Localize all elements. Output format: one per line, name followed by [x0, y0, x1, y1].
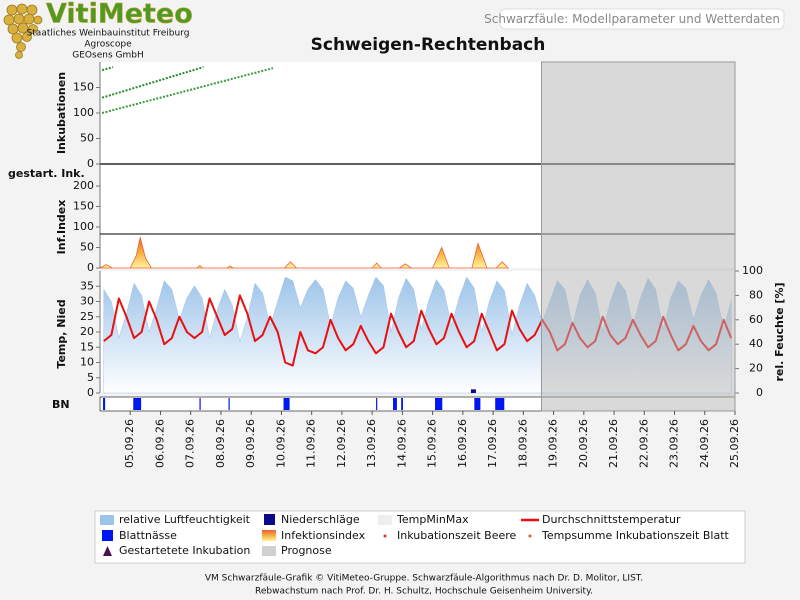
x-tick-label: 17.09.26	[486, 419, 499, 468]
forecast-overlay	[540, 61, 736, 412]
y2-tick-label: 40	[749, 337, 763, 350]
y-tick-label: 0	[87, 386, 94, 399]
y-axis-label: Inf.Index	[55, 200, 68, 255]
y-tick-label: 100	[73, 106, 94, 119]
y-axis-label: Inkubationen	[55, 72, 68, 154]
leaf-wetness	[376, 398, 378, 410]
x-tick-label: 22.09.26	[637, 419, 650, 468]
y-tick-label: 5	[87, 371, 94, 384]
x-tick-label: 19.09.26	[547, 419, 560, 468]
x-tick-label: 25.09.26	[728, 419, 741, 468]
x-tick-label: 05.09.26	[123, 419, 136, 468]
x-tick-label: 12.09.26	[335, 419, 348, 468]
org-name: GEOsens GmbH	[72, 51, 143, 61]
legend-swatch	[378, 515, 392, 525]
leaf-wetness	[103, 398, 106, 410]
x-tick-label: 21.09.26	[607, 419, 620, 468]
incubation-line	[101, 67, 274, 114]
legend-swatch	[528, 534, 532, 538]
y-tick-label: 150	[73, 200, 94, 213]
x-tick-label: 07.09.26	[184, 419, 197, 468]
legend-label: Blattnässe	[119, 529, 177, 542]
leaf-wetness	[393, 398, 397, 410]
legend-label: TempMinMax	[396, 513, 469, 526]
y-tick-label: 35	[80, 279, 94, 292]
x-tick-label: 14.09.26	[395, 419, 408, 468]
leaf-wetness	[495, 398, 505, 410]
bn-label: BN	[52, 398, 70, 411]
footer: VM Schwarzfäule-Grafik © VitiMeteo-Grupp…	[205, 574, 643, 584]
footer: Rebwachstum nach Prof. Dr. H. Schultz, H…	[255, 587, 593, 597]
x-tick-label: 15.09.26	[426, 419, 439, 468]
x-tick-label: 23.09.26	[668, 419, 681, 468]
y-tick-label: 50	[80, 132, 94, 145]
x-tick-label: 06.09.26	[153, 419, 166, 468]
y-tick-label: 25	[80, 310, 94, 323]
leaf-wetness	[283, 398, 290, 410]
x-tick-label: 13.09.26	[365, 419, 378, 468]
y2-axis-label: rel. Feuchte [%]	[773, 283, 786, 382]
org-name: Agroscope	[84, 40, 132, 50]
y-tick-label: 30	[80, 295, 94, 308]
y2-tick-label: 60	[749, 313, 763, 326]
leaf-wetness	[199, 398, 201, 410]
y-tick-label: 0	[87, 157, 94, 170]
infection-index-area	[99, 237, 510, 269]
legend-label: Durchschnittstemperatur	[542, 513, 681, 526]
y-tick-label: 50	[80, 241, 94, 254]
legend-swatch	[262, 546, 276, 556]
x-tick-label: 20.09.26	[577, 419, 590, 468]
legend-box	[94, 510, 746, 564]
header-tab-text: Schwarzfäule: Modellparameter und Wetter…	[484, 12, 780, 26]
legend-label: Tempsumme Inkubationszeit Blatt	[541, 529, 730, 542]
legend-label: Inkubationszeit Beere	[397, 529, 517, 542]
header-tab	[499, 8, 785, 30]
legend-label: Gestartetete Inkubation	[119, 544, 250, 557]
y2-tick-label: 20	[749, 362, 763, 375]
legend-swatch	[102, 530, 113, 541]
x-tick-label: 10.09.26	[274, 419, 287, 468]
logo: VitiMeteo	[46, 0, 193, 30]
x-tick-label: 24.09.26	[698, 419, 711, 468]
logo-grapes	[3, 3, 43, 59]
leaf-wetness	[435, 398, 443, 410]
legend-swatch	[262, 530, 276, 541]
y-tick-label: 10	[80, 356, 94, 369]
y-tick-label: 150	[73, 81, 94, 94]
y2-tick-label: 0	[756, 386, 763, 399]
legend-label: Niederschläge	[281, 513, 360, 526]
y-tick-label: 20	[80, 325, 94, 338]
legend-swatch	[100, 515, 114, 525]
legend-swatch	[264, 514, 275, 525]
leaf-wetness	[401, 398, 403, 410]
y-axis-label: Temp, Nied	[55, 299, 68, 368]
legend-swatch	[383, 534, 387, 538]
y2-tick-label: 100	[742, 264, 763, 277]
precipitation-bar	[470, 389, 476, 393]
legend-label: relative Luftfeuchtigkeit	[119, 513, 251, 526]
incubation-line	[101, 66, 114, 72]
org-name: Staatliches Weinbauinstitut Freiburg	[27, 29, 190, 39]
y-tick-label: 0	[87, 261, 94, 274]
legend-label: Prognose	[281, 544, 332, 557]
legend-label: Infektionsindex	[281, 529, 366, 542]
incubation-line	[101, 66, 204, 99]
leaf-wetness	[133, 398, 142, 410]
x-tick-label: 11.09.26	[305, 419, 318, 468]
legend-swatch	[103, 546, 112, 556]
leaf-wetness	[228, 398, 230, 410]
y-tick-label: 200	[73, 179, 94, 192]
x-tick-label: 09.09.26	[244, 419, 257, 468]
y2-tick-label: 80	[749, 288, 763, 301]
leaf-wetness	[474, 398, 481, 410]
y-tick-label: 100	[73, 220, 94, 233]
x-tick-label: 16.09.26	[456, 419, 469, 468]
chart-title: Schweigen-Rechtenbach	[311, 35, 546, 55]
x-tick-label: 18.09.26	[516, 419, 529, 468]
started-label: gestart. Ink.	[8, 167, 85, 180]
y-tick-label: 15	[80, 340, 94, 353]
x-tick-label: 08.09.26	[214, 419, 227, 468]
